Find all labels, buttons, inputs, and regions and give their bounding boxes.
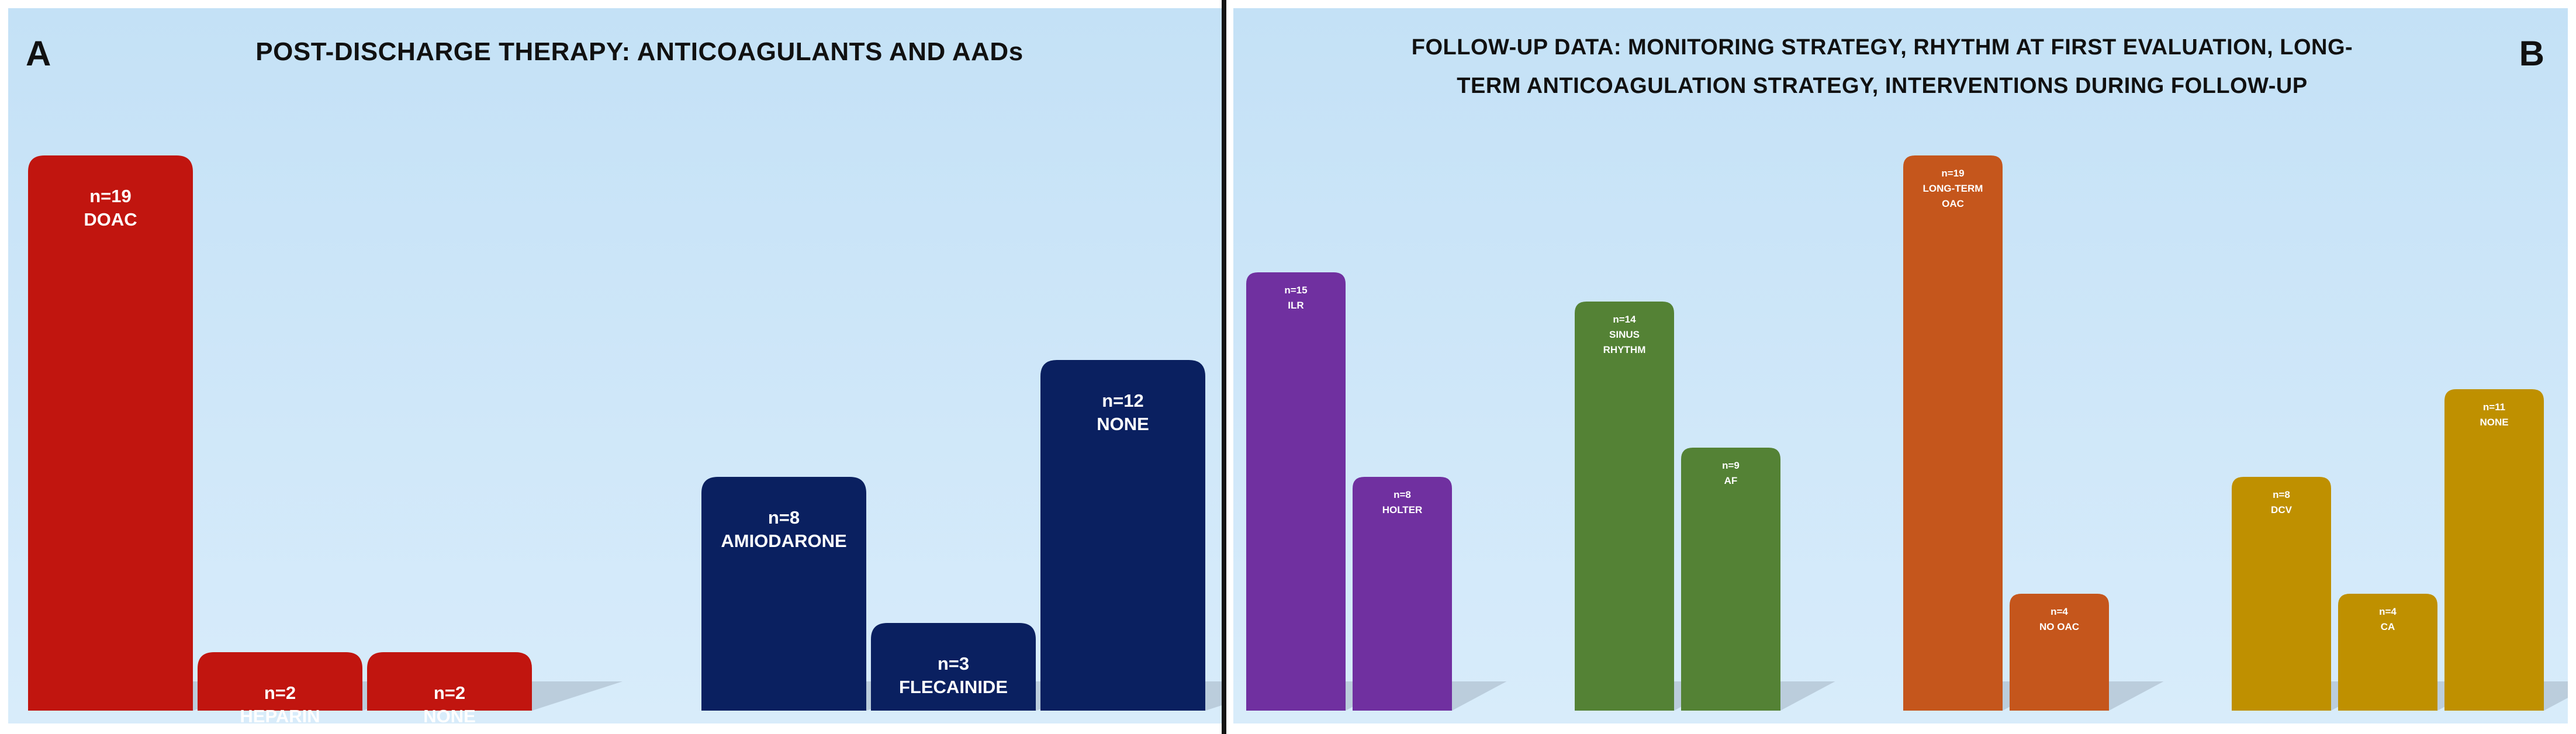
chart-a-bar-none-0-2-category-label: NONE — [423, 706, 476, 723]
chart-a-bar-amiodarone-1-0-category-label: AMIODARONE — [721, 531, 846, 551]
chart-a-bar-none-1-2-category-label: NONE — [1097, 414, 1149, 434]
chart-b-bar-sinus-rhythm-1-0-count-label: n=14 — [1613, 314, 1636, 325]
chart-b-bar-ilr-0-0-category-label: ILR — [1288, 300, 1303, 311]
chart-a-bar-heparin-0-1-count-label: n=2 — [264, 683, 296, 703]
chart-a-bar-heparin-0-1 — [198, 652, 362, 711]
chart-b-bar-ca-3-1 — [2338, 594, 2437, 711]
panel-b-title-line-1: FOLLOW-UP DATA: MONITORING STRATEGY, RHY… — [1411, 35, 2353, 60]
chart-a-bar-heparin-0-1-category-label: HEPARIN — [240, 706, 320, 723]
chart-b-bar-none-3-2-category-label: NONE — [2480, 417, 2508, 428]
chart-b-bar-none-3-2-count-label: n=11 — [2483, 401, 2505, 413]
panel-letter-b: B — [2519, 34, 2544, 73]
chart-a-bar-flecainide-1-1-count-label: n=3 — [938, 653, 969, 674]
chart-a-bar-none-1-2-count-label: n=12 — [1102, 390, 1144, 411]
chart-b-bar-dcv-3-0 — [2232, 477, 2331, 711]
chart-a-bar-doac-0-0-count-label: n=19 — [89, 186, 132, 206]
panel-b: B FOLLOW-UP DATA: MONITORING STRATEGY, R… — [1233, 8, 2568, 723]
chart-a-bar-flecainide-1-1-category-label: FLECAINIDE — [899, 677, 1008, 697]
panel-a: A POST-DISCHARGE THERAPY: ANTICOAGULANTS… — [8, 8, 1223, 723]
chart-b-bar-af-1-1-count-label: n=9 — [1722, 460, 1740, 471]
chart-b-bar-no-oac-2-1-category-label: NO OAC — [2039, 621, 2079, 632]
chart-b-bar-dcv-3-0-count-label: n=8 — [2273, 489, 2290, 500]
chart-a-bar-amiodarone-1-0 — [701, 477, 866, 711]
chart-b-bar-sinus-rhythm-1-0-category-label-1: RHYTHM — [1603, 344, 1646, 355]
chart-b-bar-af-1-1 — [1681, 448, 1780, 711]
panel-a-title: POST-DISCHARGE THERAPY: ANTICOAGULANTS A… — [255, 37, 1024, 66]
chart-b-bar-holter-0-1-count-label: n=8 — [1394, 489, 1411, 500]
chart-b-bar-sinus-rhythm-1-0 — [1575, 302, 1674, 711]
bar-chart-b: n=15 ILR n=8 HOLTER n=14 SINUS RHYTHM n=9 AF n=19… — [1246, 155, 2568, 711]
chart-b-bar-long-term-oac-2-0-count-label: n=19 — [1941, 168, 1964, 179]
chart-b-bar-no-oac-2-1 — [2010, 594, 2109, 711]
chart-b-bar-long-term-oac-2-0-category-label-0: LONG-TERM — [1923, 183, 1983, 194]
chart-b-bar-none-3-2 — [2444, 389, 2544, 711]
chart-b-bar-ilr-0-0 — [1246, 272, 1346, 711]
chart-b-bar-long-term-oac-2-0 — [1903, 155, 2003, 711]
panel-b-title: FOLLOW-UP DATA: MONITORING STRATEGY, RHY… — [1303, 28, 2461, 105]
chart-a-bar-flecainide-1-1 — [871, 623, 1036, 711]
panel-letter-a: A — [26, 34, 51, 73]
bar-chart-a: n=19 DOAC n=2 HEPARIN n=2 NONE n=8 AMIODARONE n=… — [28, 155, 1223, 723]
chart-b-bar-long-term-oac-2-0-category-label-1: OAC — [1942, 198, 1964, 209]
chart-b-bar-holter-0-1 — [1353, 477, 1452, 711]
panel-divider — [1222, 0, 1226, 734]
chart-b-bar-sinus-rhythm-1-0-category-label-0: SINUS — [1609, 329, 1640, 340]
chart-b-bar-af-1-1-category-label: AF — [1724, 475, 1738, 486]
chart-b-bar-ilr-0-0-count-label: n=15 — [1284, 285, 1307, 296]
panel-b-title-line-2: TERM ANTICOAGULATION STRATEGY, INTERVENT… — [1457, 74, 2308, 98]
chart-a-bars: n=19 DOAC n=2 HEPARIN n=2 NONE n=8 AMIODARONE n=… — [28, 155, 1205, 723]
chart-a-bar-doac-0-0-category-label: DOAC — [84, 209, 137, 230]
chart-b-bar-holter-0-1-category-label: HOLTER — [1382, 504, 1423, 515]
chart-b-bar-ca-3-1-count-label: n=4 — [2379, 606, 2397, 617]
chart-b-bar-dcv-3-0-category-label: DCV — [2271, 504, 2293, 515]
chart-a-bar-none-1-2 — [1040, 360, 1205, 711]
chart-b-bars: n=15 ILR n=8 HOLTER n=14 SINUS RHYTHM n=9 AF n=19… — [1246, 155, 2544, 711]
chart-a-bar-amiodarone-1-0-count-label: n=8 — [768, 507, 800, 528]
chart-b-bar-ca-3-1-category-label: CA — [2381, 621, 2395, 632]
chart-a-bar-none-0-2-count-label: n=2 — [434, 683, 465, 703]
chart-b-bar-no-oac-2-1-count-label: n=4 — [2051, 606, 2068, 617]
chart-a-bar-none-0-2 — [367, 652, 532, 711]
chart-a-bar-doac-0-0 — [28, 155, 193, 711]
